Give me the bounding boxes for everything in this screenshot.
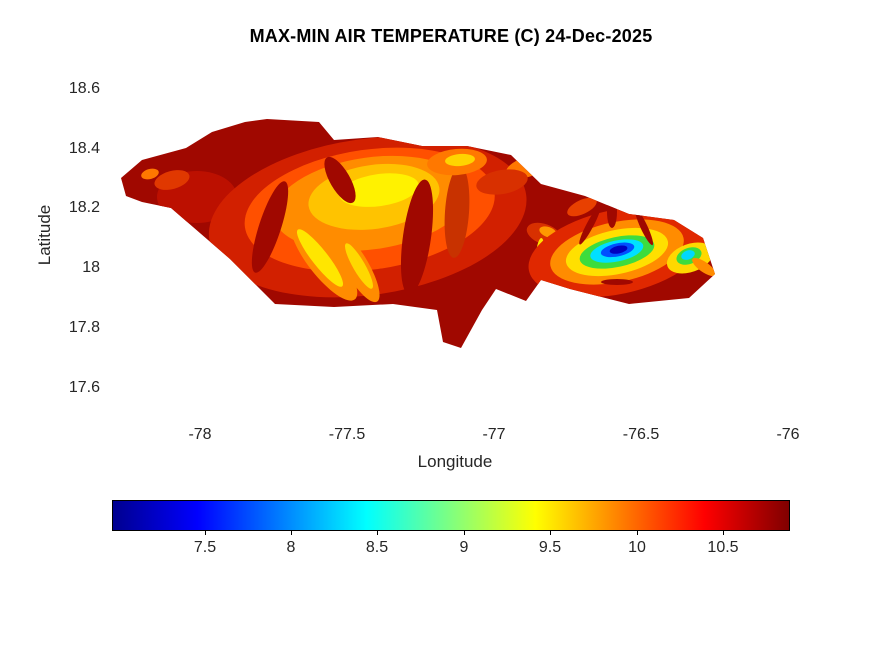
colorbar-tick-10: 10 xyxy=(628,539,646,556)
y-tick-17.6: 17.6 xyxy=(68,379,100,396)
colorbar-tick-9.5: 9.5 xyxy=(538,539,562,556)
colorbar-tickmark xyxy=(637,531,638,535)
north-coast-orange-patches xyxy=(427,148,597,217)
colorbar-tick-9: 9 xyxy=(459,539,469,556)
colorbar-gradient xyxy=(113,501,789,530)
secondary-cold-spot xyxy=(666,242,715,277)
y-tick-18.2: 18.2 xyxy=(68,199,100,216)
dark-red-fingers xyxy=(251,156,470,295)
x-tick--76: -76 xyxy=(776,426,800,443)
colorbar-tickmark xyxy=(550,531,551,535)
x-tick--78: -78 xyxy=(188,426,212,443)
x-tick--77.5: -77.5 xyxy=(328,426,366,443)
y-tick-18: 18 xyxy=(82,259,100,276)
colorbar-tickmark xyxy=(464,531,465,535)
colorbar-tick-8: 8 xyxy=(286,539,296,556)
y-tick-18.4: 18.4 xyxy=(68,140,100,157)
y-tick-18.6: 18.6 xyxy=(68,80,100,97)
colorbar-tick-7.5: 7.5 xyxy=(193,539,217,556)
warm-core-bands xyxy=(208,136,527,298)
x-tick--76.5: -76.5 xyxy=(622,426,660,443)
x-tick--77: -77 xyxy=(482,426,506,443)
colorbar-tickmark xyxy=(291,531,292,535)
colorbar-tick-8.5: 8.5 xyxy=(365,539,389,556)
colorbar-tickmark xyxy=(205,531,206,535)
y-tick-17.8: 17.8 xyxy=(68,319,100,336)
colorbar-tickmark xyxy=(723,531,724,535)
jamaica-temperature-contour-map xyxy=(121,119,715,348)
colorbar xyxy=(112,500,790,531)
plot-area xyxy=(112,62,790,420)
colorbar-tickmark xyxy=(377,531,378,535)
colorbar-tick-10.5: 10.5 xyxy=(707,539,739,556)
y-axis-label: Latitude xyxy=(35,204,54,266)
chart-title: MAX-MIN AIR TEMPERATURE (C) 24-Dec-2025 xyxy=(249,26,653,46)
southwest-yellow-streaks xyxy=(290,219,380,303)
x-axis-label: Longitude xyxy=(417,452,493,471)
